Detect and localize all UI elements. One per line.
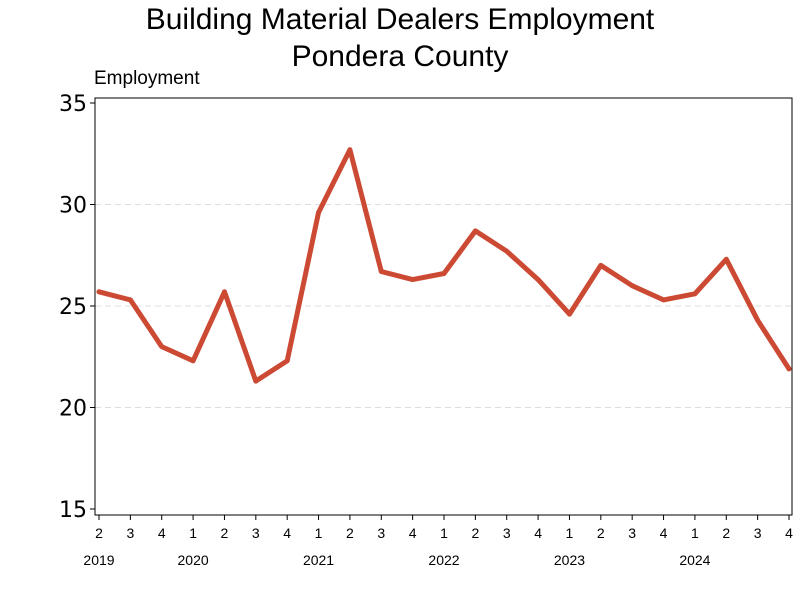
employment-line xyxy=(96,147,792,384)
data-point xyxy=(567,311,572,317)
x-tick-label: 2 xyxy=(471,525,479,541)
y-tick-label: 35 xyxy=(59,92,87,117)
data-point xyxy=(661,297,666,303)
year-label: 2023 xyxy=(554,552,585,568)
x-tick-label: 4 xyxy=(283,525,291,541)
x-tick-label: 4 xyxy=(534,525,542,541)
data-point xyxy=(253,378,259,384)
data-point xyxy=(692,291,698,297)
gridlines xyxy=(95,204,792,408)
data-point xyxy=(629,283,635,289)
x-tick-label: 2 xyxy=(597,525,605,541)
x-tick-label: 2 xyxy=(221,525,229,541)
data-point xyxy=(504,248,510,254)
data-point xyxy=(222,289,227,295)
data-point xyxy=(127,297,133,303)
data-point xyxy=(598,263,604,268)
x-tick-label: 4 xyxy=(660,525,668,541)
year-label: 2020 xyxy=(178,552,209,568)
x-tick-label: 2 xyxy=(346,525,354,541)
x-tick-label: 1 xyxy=(440,525,448,541)
y-tick-label: 30 xyxy=(59,194,87,219)
data-point xyxy=(410,277,416,283)
x-axis: 2 3 4 1 2 3 4 1 2 3 4 1 2 3 4 1 2 3 4 1 2 3 4 2019 2020 2021 2022 2… xyxy=(83,515,793,568)
x-tick-label: 3 xyxy=(126,525,134,541)
y-axis: 15 20 25 30 35 xyxy=(59,92,95,523)
x-tick-label: 1 xyxy=(189,525,197,541)
data-point xyxy=(472,228,478,234)
x-tick-label: 1 xyxy=(691,525,699,541)
x-tick-label: 4 xyxy=(785,525,793,541)
x-tick-label: 4 xyxy=(158,525,166,541)
series-group xyxy=(96,147,792,384)
x-tick-label: 2 xyxy=(722,525,730,541)
y-tick-label: 15 xyxy=(59,498,87,523)
x-tick-label: 3 xyxy=(377,525,385,541)
data-point xyxy=(755,317,761,323)
year-label: 2022 xyxy=(428,552,459,568)
data-point xyxy=(316,210,321,216)
x-tick-label: 1 xyxy=(315,525,323,541)
y-tick-label: 20 xyxy=(59,397,87,422)
data-point xyxy=(159,344,165,349)
x-tick-label: 1 xyxy=(566,525,574,541)
year-label: 2021 xyxy=(303,552,334,568)
year-label: 2024 xyxy=(679,552,710,568)
data-point xyxy=(347,147,353,153)
chart-title: Building Material Dealers Employment xyxy=(145,3,655,36)
x-tick-label: 4 xyxy=(409,525,417,541)
data-point xyxy=(190,358,196,364)
data-point xyxy=(786,366,792,372)
data-point xyxy=(535,277,541,283)
x-tick-label: 3 xyxy=(503,525,511,541)
data-point xyxy=(96,289,102,295)
data-point xyxy=(723,256,729,262)
x-tick-label: 2 xyxy=(95,525,103,541)
x-tick-label: 3 xyxy=(252,525,260,541)
y-tick-label: 25 xyxy=(59,295,87,320)
data-point xyxy=(378,269,384,274)
data-point xyxy=(284,358,290,364)
y-axis-label: Employment xyxy=(94,68,200,89)
data-point xyxy=(441,271,447,276)
x-tick-label: 3 xyxy=(754,525,762,541)
x-tick-label: 3 xyxy=(628,525,636,541)
chart-subtitle: Pondera County xyxy=(291,40,509,73)
year-label: 2019 xyxy=(83,552,114,568)
